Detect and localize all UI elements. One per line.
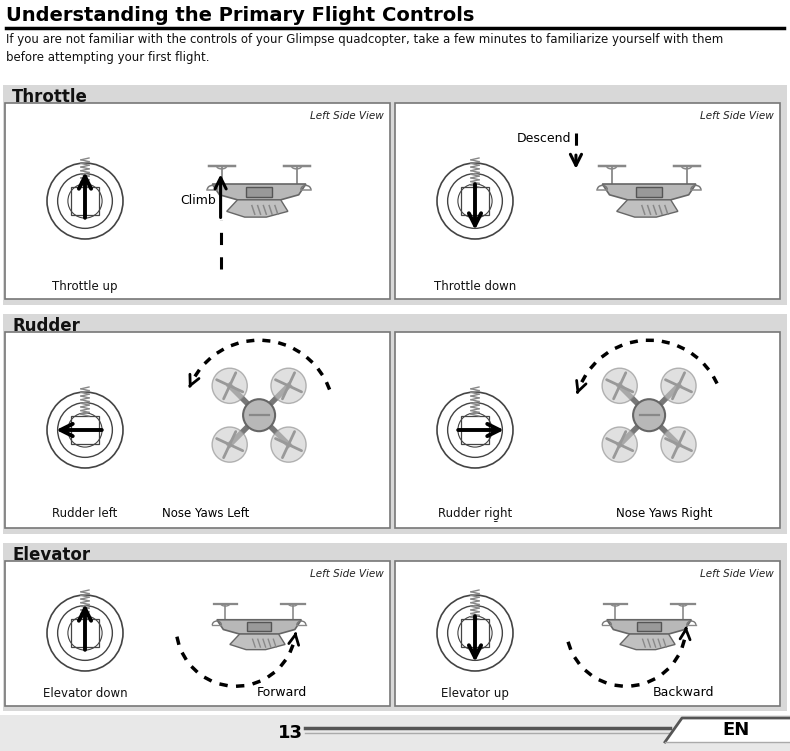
Circle shape (602, 368, 638, 403)
Bar (71, 187, 99, 215)
Polygon shape (620, 634, 675, 650)
Bar (461, 187, 489, 215)
Text: EN: EN (722, 721, 750, 739)
Bar (5, 332, 390, 528)
Text: Rudder right: Rudder right (438, 507, 512, 520)
Polygon shape (665, 718, 790, 742)
Bar (3, 314, 787, 534)
Bar (71, 619, 99, 647)
Bar (246, 187, 272, 197)
Bar (5, 103, 390, 299)
Bar (395, 332, 780, 528)
Text: Left Side View: Left Side View (700, 569, 774, 579)
Bar (0, 715, 790, 751)
Polygon shape (227, 200, 288, 217)
Polygon shape (230, 634, 285, 650)
Bar (5, 561, 390, 706)
Text: Rudder left: Rudder left (52, 509, 118, 522)
Text: Forward: Forward (257, 686, 307, 699)
Polygon shape (617, 200, 678, 217)
Polygon shape (607, 620, 691, 634)
Circle shape (633, 400, 665, 431)
Polygon shape (213, 184, 306, 200)
Bar (3, 85, 787, 305)
Bar (636, 187, 662, 197)
Bar (638, 623, 660, 632)
Circle shape (212, 368, 247, 403)
Polygon shape (216, 620, 301, 634)
Text: Elevator: Elevator (12, 546, 90, 564)
Bar (461, 416, 489, 444)
Text: Left Side View: Left Side View (700, 111, 774, 121)
Bar (395, 103, 780, 299)
Circle shape (661, 368, 696, 403)
Text: Left Side View: Left Side View (310, 569, 384, 579)
Circle shape (661, 427, 696, 462)
Text: Rudder right: Rudder right (438, 509, 512, 522)
Bar (71, 416, 99, 444)
Text: Nose Yaws Left: Nose Yaws Left (161, 507, 249, 520)
Text: Climb: Climb (180, 195, 216, 207)
Text: Throttle: Throttle (12, 88, 88, 106)
Text: If you are not familiar with the controls of your Glimpse quadcopter, take a few: If you are not familiar with the control… (6, 33, 724, 64)
Bar (461, 619, 489, 647)
Bar (247, 623, 271, 632)
Text: Nose Yaws Right: Nose Yaws Right (616, 507, 713, 520)
Circle shape (243, 400, 275, 431)
Text: Rudder left: Rudder left (52, 507, 118, 520)
Polygon shape (602, 184, 696, 200)
Circle shape (602, 427, 638, 462)
Text: Understanding the Primary Flight Controls: Understanding the Primary Flight Control… (6, 6, 474, 25)
Text: Rudder: Rudder (12, 317, 80, 335)
Circle shape (212, 427, 247, 462)
Bar (3, 543, 787, 711)
Text: Elevator up: Elevator up (441, 687, 509, 700)
Bar (395, 561, 780, 706)
Circle shape (271, 368, 306, 403)
Text: Backward: Backward (653, 686, 714, 699)
Text: Descend: Descend (517, 131, 571, 144)
Text: Elevator down: Elevator down (43, 687, 127, 700)
Text: Throttle up: Throttle up (52, 280, 118, 293)
Text: 13: 13 (277, 724, 303, 742)
Text: Left Side View: Left Side View (310, 111, 384, 121)
Circle shape (271, 427, 306, 462)
Text: Throttle down: Throttle down (434, 280, 516, 293)
